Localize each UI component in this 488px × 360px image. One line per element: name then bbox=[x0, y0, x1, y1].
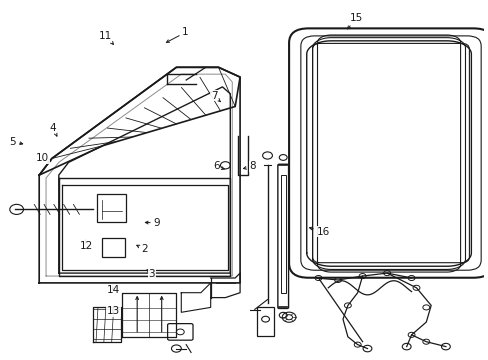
Text: 5: 5 bbox=[10, 137, 22, 147]
Text: 13: 13 bbox=[107, 306, 120, 316]
Text: 4: 4 bbox=[49, 123, 57, 136]
Text: 15: 15 bbox=[347, 13, 363, 29]
Text: 8: 8 bbox=[243, 161, 255, 171]
FancyBboxPatch shape bbox=[280, 175, 285, 293]
Text: 9: 9 bbox=[145, 218, 160, 228]
Text: 16: 16 bbox=[309, 227, 329, 237]
Text: 14: 14 bbox=[107, 285, 120, 295]
Text: 11: 11 bbox=[99, 31, 113, 44]
Text: 1: 1 bbox=[166, 27, 188, 42]
FancyBboxPatch shape bbox=[167, 324, 193, 340]
Text: 2: 2 bbox=[137, 244, 148, 254]
FancyBboxPatch shape bbox=[97, 194, 126, 222]
Text: 7: 7 bbox=[210, 91, 220, 102]
FancyBboxPatch shape bbox=[102, 238, 125, 257]
FancyBboxPatch shape bbox=[256, 307, 274, 336]
Text: 10: 10 bbox=[36, 153, 51, 163]
Text: 6: 6 bbox=[213, 161, 224, 171]
FancyBboxPatch shape bbox=[312, 44, 468, 263]
Text: 12: 12 bbox=[80, 240, 93, 251]
Text: 3: 3 bbox=[147, 269, 155, 279]
FancyBboxPatch shape bbox=[288, 28, 488, 278]
FancyBboxPatch shape bbox=[277, 164, 288, 309]
FancyBboxPatch shape bbox=[300, 36, 480, 270]
